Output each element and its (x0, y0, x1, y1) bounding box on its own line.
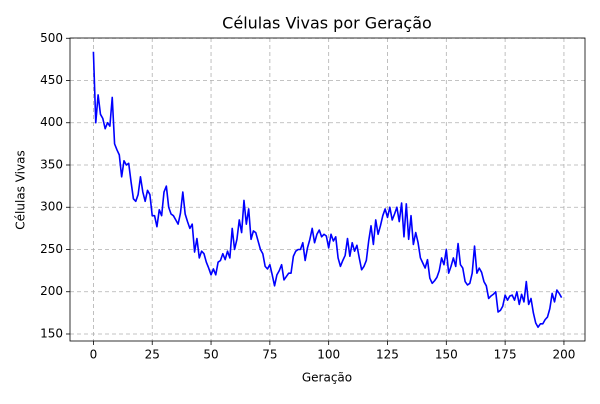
x-axis-label: Geração (302, 371, 352, 385)
x-tick-label: 75 (262, 348, 277, 362)
y-axis-label: Células Vivas (14, 150, 28, 229)
x-tick-label: 150 (435, 348, 458, 362)
y-tick-label: 500 (40, 31, 63, 45)
x-tick-label: 175 (494, 348, 517, 362)
y-tick-label: 300 (40, 200, 63, 214)
y-tick-label: 200 (40, 284, 63, 298)
y-tick-label: 350 (40, 157, 63, 171)
data-line (92, 51, 563, 329)
y-tick-label: 250 (40, 242, 63, 256)
x-tick-label: 100 (317, 348, 340, 362)
plot-frame (69, 37, 586, 342)
x-tick-label: 200 (552, 348, 575, 362)
y-tick-label: 150 (40, 326, 63, 340)
x-tick-label: 125 (376, 348, 399, 362)
y-tick-label: 450 (40, 73, 63, 87)
x-tick-label: 50 (203, 348, 218, 362)
x-tick-label: 25 (145, 348, 160, 362)
chart-title: Células Vivas por Geração (222, 14, 432, 33)
y-tick-label: 400 (40, 115, 63, 129)
x-tick-label: 0 (90, 348, 98, 362)
